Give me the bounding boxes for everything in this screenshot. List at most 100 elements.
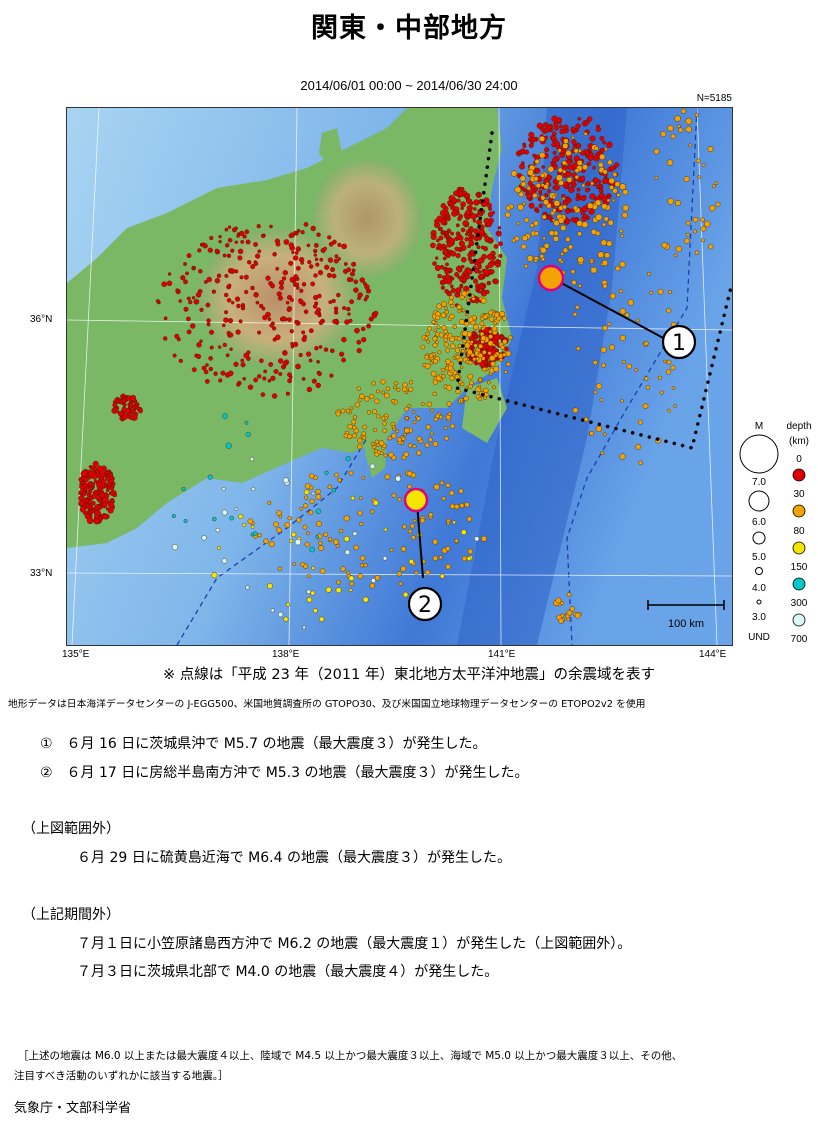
- earthquake-point: [442, 256, 447, 261]
- earthquake-point: [308, 473, 315, 479]
- earthquake-point: [365, 294, 369, 299]
- earthquake-point: [547, 214, 553, 220]
- earthquake-point: [314, 257, 319, 262]
- legend-depth-unit: (km): [789, 436, 809, 447]
- earthquake-point: [279, 285, 284, 291]
- earthquake-point: [540, 172, 546, 178]
- earthquake-point: [455, 287, 462, 294]
- earthquake-point: [249, 456, 255, 462]
- earthquake-point: [183, 262, 187, 266]
- earthquake-point: [606, 141, 613, 148]
- earthquake-point: [416, 416, 421, 422]
- earthquake-point: [649, 290, 654, 295]
- earthquake-point: [533, 176, 539, 182]
- earthquake-point: [198, 268, 203, 274]
- earthquake-point: [565, 150, 572, 157]
- earthquake-point: [224, 310, 229, 315]
- earthquake-point: [587, 116, 593, 122]
- earthquake-point: [502, 316, 507, 321]
- earthquake-point: [451, 210, 458, 217]
- earthquake-point: [526, 255, 534, 262]
- earthquake-point: [209, 345, 214, 350]
- earthquake-point: [587, 202, 594, 209]
- earthquake-point: [262, 315, 268, 321]
- earthquake-point: [488, 239, 493, 244]
- earthquake-point: [533, 187, 538, 192]
- earthquake-point: [230, 300, 235, 305]
- earthquake-point: [609, 185, 614, 190]
- earthquake-point: [276, 291, 282, 297]
- earthquake-point: [441, 275, 446, 280]
- earthquake-point: [482, 395, 487, 400]
- earthquake-point: [635, 443, 642, 450]
- earthquake-point: [450, 304, 455, 309]
- earthquake-point: [196, 342, 202, 348]
- earthquake-point: [571, 139, 577, 145]
- earthquake-point: [548, 230, 555, 236]
- earthquake-point: [440, 285, 445, 290]
- earthquake-point: [527, 180, 533, 186]
- earthquake-point: [519, 163, 525, 170]
- earthquake-point: [455, 265, 462, 272]
- earthquake-point: [334, 254, 339, 259]
- event-description-2: ② ６月 17 日に房総半島南方沖で M5.3 の地震（最大震度３）が発生した。: [40, 765, 529, 781]
- earthquake-point: [327, 235, 332, 240]
- earthquake-point: [683, 176, 690, 183]
- earthquake-point: [237, 255, 243, 261]
- earthquake-point: [240, 305, 246, 311]
- earthquake-point: [238, 319, 243, 324]
- criteria-note-line-2: 注目すべき活動のいずれかに該当する地震。］: [14, 1070, 229, 1082]
- earthquake-point: [475, 356, 480, 361]
- earthquake-point: [692, 216, 699, 223]
- earthquake-point: [374, 439, 379, 444]
- earthquake-point: [343, 535, 350, 542]
- earthquake-point: [289, 538, 294, 544]
- earthquake-point: [402, 386, 408, 392]
- earthquake-point: [224, 243, 230, 248]
- earthquake-point: [332, 239, 337, 245]
- earthquake-point: [619, 453, 626, 460]
- earthquake-point: [234, 240, 239, 244]
- earthquake-point: [186, 296, 191, 301]
- earthquake-point: [285, 602, 290, 607]
- earthquake-point: [445, 482, 451, 488]
- earthquake-point: [592, 360, 598, 366]
- earthquake-point: [443, 329, 448, 334]
- earthquake-point: [440, 367, 446, 373]
- earthquake-point: [472, 219, 477, 223]
- earthquake-point: [122, 413, 129, 420]
- earthquake-point: [551, 135, 557, 141]
- earthquake-point: [476, 219, 482, 226]
- earthquake-point: [677, 124, 681, 129]
- earthquake-point: [581, 205, 588, 213]
- earthquake-point: [494, 312, 500, 318]
- earthquake-point: [412, 420, 417, 425]
- earthquake-point: [468, 240, 475, 247]
- earthquake-point: [534, 159, 540, 165]
- earthquake-point: [600, 346, 607, 353]
- earthquake-point: [107, 482, 112, 487]
- earthquake-point: [552, 157, 558, 163]
- earthquake-point: [444, 210, 450, 216]
- earthquake-point: [292, 562, 296, 567]
- earthquake-point: [693, 229, 698, 234]
- earthquake-point: [272, 326, 277, 331]
- earthquake-point: [491, 210, 496, 215]
- earthquake-point: [583, 213, 588, 219]
- earthquake-point: [199, 339, 203, 343]
- earthquake-point: [315, 508, 322, 514]
- earthquake-point: [562, 204, 567, 210]
- earthquake-point: [511, 170, 518, 177]
- mountain-relief: [312, 158, 422, 278]
- earthquake-point: [452, 324, 457, 329]
- earthquake-point: [240, 362, 246, 368]
- earthquake-point: [244, 229, 250, 235]
- earthquake-point: [397, 497, 402, 502]
- earthquake-point: [223, 317, 229, 323]
- earthquake-point: [468, 384, 473, 389]
- earthquake-point: [332, 319, 338, 325]
- earthquake-point: [527, 169, 534, 176]
- earthquake-point: [660, 131, 667, 137]
- earthquake-point: [451, 197, 458, 203]
- earthquake-point: [433, 484, 440, 491]
